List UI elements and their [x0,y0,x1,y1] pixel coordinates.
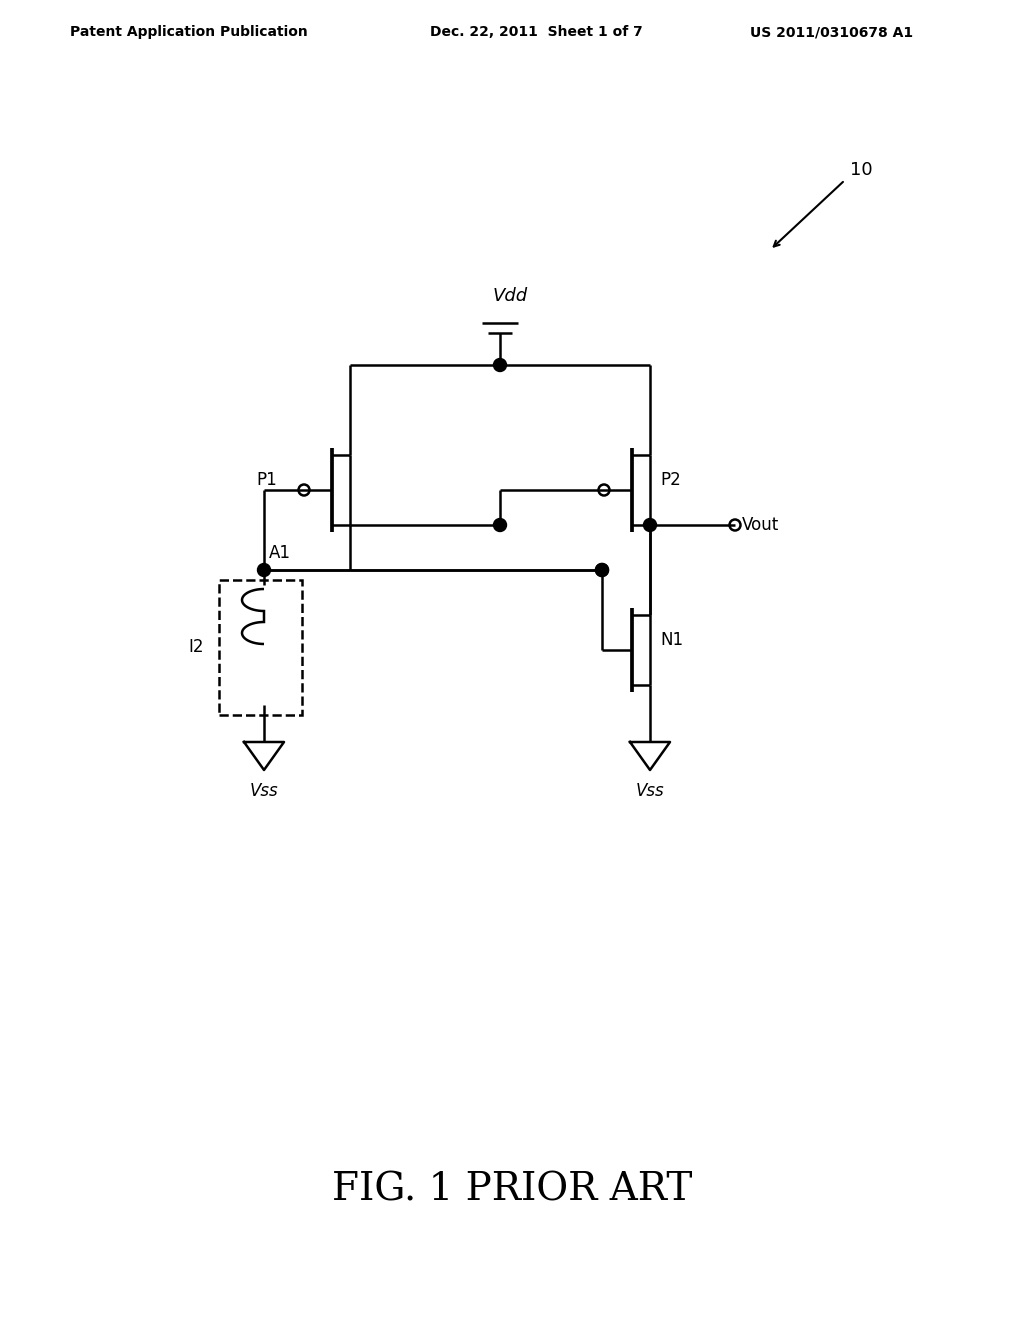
Text: Vss: Vss [636,781,665,800]
Text: FIG. 1 PRIOR ART: FIG. 1 PRIOR ART [332,1172,692,1209]
Text: 10: 10 [850,161,872,180]
Text: N1: N1 [660,631,683,649]
Circle shape [596,564,608,577]
Circle shape [257,564,270,577]
Text: Patent Application Publication: Patent Application Publication [70,25,308,40]
Text: Vss: Vss [250,781,279,800]
Bar [219,579,302,715]
Circle shape [494,359,507,371]
Text: Vdd: Vdd [493,286,527,305]
Text: US 2011/0310678 A1: US 2011/0310678 A1 [750,25,913,40]
Text: A1: A1 [269,544,291,562]
Text: P2: P2 [660,471,681,488]
Circle shape [494,519,507,532]
Circle shape [596,564,608,577]
Text: Vout: Vout [742,516,779,535]
Text: Dec. 22, 2011  Sheet 1 of 7: Dec. 22, 2011 Sheet 1 of 7 [430,25,643,40]
Text: P1: P1 [256,471,278,488]
Text: I2: I2 [188,639,204,656]
Circle shape [643,519,656,532]
